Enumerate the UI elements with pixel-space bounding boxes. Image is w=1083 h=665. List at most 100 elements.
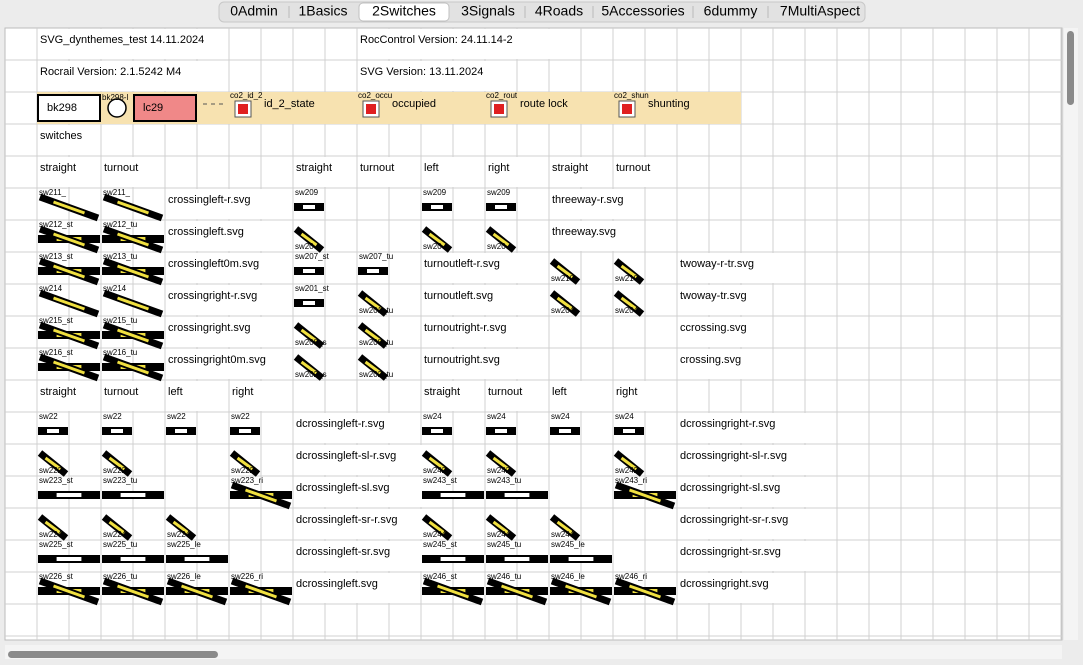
switch-icon[interactable]: sw226_ri [230,572,292,606]
vertical-scroll-thumb[interactable] [1067,31,1074,105]
switch-label: sw24 [615,412,634,421]
switch-icon[interactable]: sw24 [614,412,644,435]
switch-icon[interactable]: sw243_ri [614,476,676,510]
switch-icon[interactable]: sw225_st [38,540,100,563]
track-state [367,269,379,273]
switch-icon[interactable]: sw22 [102,412,132,435]
tab[interactable]: 6dummy [704,3,758,19]
track-state [111,429,123,433]
signal[interactable] [107,98,127,118]
tab[interactable]: 4Roads [535,3,583,19]
switch-icon[interactable]: sw246_ri [614,572,676,606]
switch-icon[interactable]: sw245_le [550,540,612,563]
cell-background [550,189,644,219]
switch-icon[interactable]: sw204 [613,290,645,317]
switch-icon[interactable]: sw215_tu [102,316,164,350]
cell-text: Rocrail Version: 2.1.5242 M4 [40,66,181,78]
switch-label: sw222 [103,466,127,475]
switch-icon[interactable]: sw209 [294,188,324,211]
diverging-state [52,264,86,279]
switch-icon[interactable]: sw224 [37,514,69,541]
switch-icon[interactable]: sw24 [486,412,516,435]
tab[interactable]: 1Basics [298,3,347,19]
horizontal-scrollbar[interactable] [5,645,1062,659]
switch-icon[interactable]: sw222 [101,450,133,477]
switch-icon[interactable]: sw223_tu [102,476,164,499]
switch-icon[interactable]: sw211_ [38,188,100,222]
switch-label: sw225_st [39,540,74,549]
cell-text: dcrossingleft-r.svg [296,418,385,430]
switch-icon[interactable]: sw212_st [38,220,100,254]
switch-icon[interactable]: sw222 [229,450,261,477]
switch-icon[interactable]: sw20 [485,226,517,253]
switch-icon[interactable]: sw208_s [293,322,327,349]
tab[interactable]: 7MultiAspect [780,3,860,19]
switch-icon[interactable]: sw22 [38,412,68,435]
switch-icon[interactable]: sw244 [549,514,581,541]
switch-icon[interactable]: sw201_st [294,284,330,307]
switch-icon[interactable]: sw213_st [38,252,100,286]
switch-icon[interactable]: sw226_le [166,572,228,606]
tab[interactable]: 2Switches [372,3,436,19]
cell-text: turnout [104,386,138,398]
switch-icon[interactable]: sw246_le [550,572,612,606]
switch-icon[interactable]: sw210 [549,258,581,285]
switch-icon[interactable]: sw222 [37,450,69,477]
switch-icon[interactable]: sw224 [101,514,133,541]
switch-icon[interactable]: sw22 [166,412,196,435]
switch-icon[interactable]: sw214 [102,284,164,318]
switch-icon[interactable]: sw201_tu [357,290,393,317]
switch-icon[interactable]: sw20 [293,226,325,253]
switch-icon[interactable]: sw242 [613,450,645,477]
switch-icon[interactable]: sw211_ [102,188,164,222]
tab[interactable]: 3Signals [461,3,515,19]
switch-icon[interactable]: sw226_st [38,572,100,606]
switch-icon[interactable]: sw225_tu [102,540,164,563]
switch-icon[interactable]: sw207_tu [358,252,393,275]
switch-label: sw242 [423,466,447,475]
cell-background [678,477,836,507]
switch-icon[interactable]: sw216_tu [102,348,164,382]
switch-icon[interactable]: sw209 [486,188,516,211]
switch-icon[interactable]: sw202_s [293,354,327,381]
switch-icon[interactable]: sw223_ri [230,476,292,510]
switch-icon[interactable]: sw20 [421,226,453,253]
switch-icon[interactable]: sw242 [485,450,517,477]
switch-icon[interactable]: sw212_tu [102,220,164,254]
switch-icon[interactable]: sw243_tu [486,476,548,499]
switch-icon[interactable]: sw207_st [294,252,330,275]
switch-icon[interactable]: sw245_st [422,540,484,563]
switch-icon[interactable]: sw24 [422,412,452,435]
switch-icon[interactable]: sw242 [421,450,453,477]
switch-icon[interactable]: sw246_tu [486,572,548,606]
switch-icon[interactable]: sw243_st [422,476,484,499]
tab[interactable]: 5Accessories [601,3,684,19]
switch-icon[interactable]: sw246_st [422,572,484,606]
switch-icon[interactable]: sw208_tu [357,322,393,349]
switch-icon[interactable]: sw213_tu [102,252,164,286]
switch-icon[interactable]: sw226_tu [102,572,164,606]
switch-icon[interactable]: sw204 [549,290,581,317]
diverging-state [172,520,190,535]
block[interactable] [37,94,101,122]
switch-icon[interactable]: sw209 [422,188,452,211]
switch-icon[interactable]: sw244 [421,514,453,541]
crossing-block[interactable] [133,94,197,122]
switch-icon[interactable]: sw24 [550,412,580,435]
switch-icon[interactable]: sw244 [485,514,517,541]
tab[interactable]: 0Admin [230,3,277,19]
switch-icon[interactable]: sw225_le [166,540,228,563]
track-state [623,429,635,433]
horizontal-scroll-thumb[interactable] [8,651,218,658]
switch-icon[interactable]: sw245_tu [486,540,548,563]
switch-icon[interactable]: sw215_st [38,316,100,350]
vertical-scrollbar[interactable] [1064,28,1078,640]
switch-icon[interactable]: sw223_st [38,476,100,499]
switch-icon[interactable]: sw224 [165,514,197,541]
switch-icon[interactable]: sw216_st [38,348,100,382]
switch-icon[interactable]: sw210 [613,258,645,285]
switch-icon[interactable]: sw202_tu [357,354,393,381]
switch-icon[interactable]: sw22 [230,412,260,435]
switch-icon[interactable]: sw214 [38,284,100,318]
track-state [431,429,443,433]
